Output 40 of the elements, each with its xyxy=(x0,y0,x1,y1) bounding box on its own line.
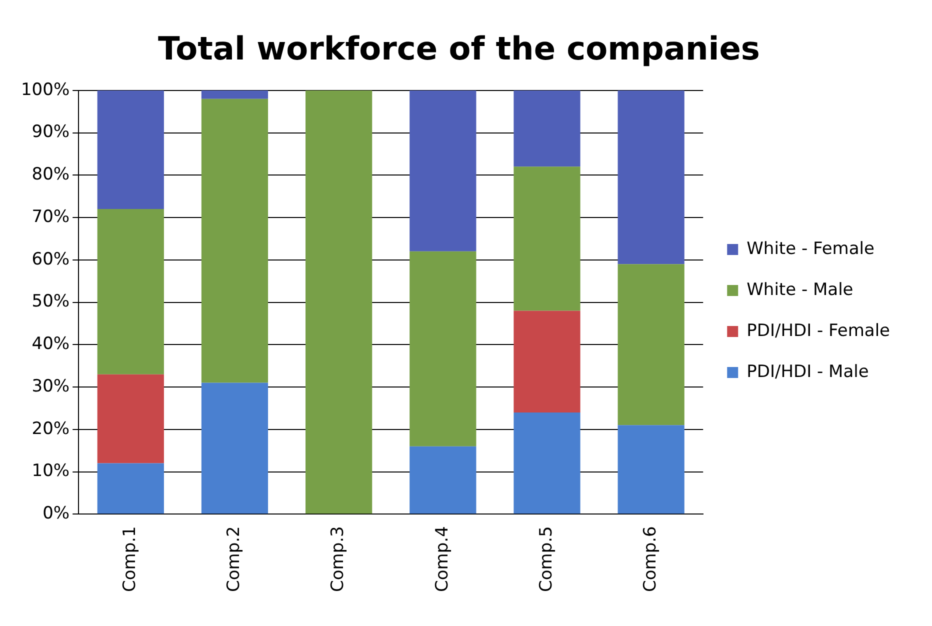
legend-label: White - Female xyxy=(746,238,874,259)
y-tick-label: 60% xyxy=(32,249,70,270)
x-tick-label: Comp.4 xyxy=(432,526,452,592)
bar xyxy=(97,374,164,464)
y-tick-label: 90% xyxy=(32,122,70,142)
x-tick-label: Comp.1 xyxy=(120,526,140,592)
bar xyxy=(618,425,684,514)
y-tick-label: 0% xyxy=(42,504,70,524)
x-tick-label: Comp.3 xyxy=(328,526,348,592)
bar xyxy=(410,251,476,446)
bar xyxy=(514,166,580,311)
bar xyxy=(410,446,476,514)
chart-title: Total workforce of the companies xyxy=(158,30,760,68)
y-tick-label: 30% xyxy=(32,376,70,396)
x-tick-label: Comp.6 xyxy=(640,526,660,592)
bar xyxy=(97,209,164,374)
y-tick-label: 70% xyxy=(32,206,70,227)
legend-label: PDI/HDI - Male xyxy=(746,362,869,382)
bar xyxy=(410,90,476,252)
legend-label: White - Male xyxy=(746,280,854,300)
y-tick-label: 80% xyxy=(32,164,70,185)
bar xyxy=(201,382,268,514)
bar xyxy=(306,90,372,514)
bar xyxy=(514,90,580,167)
y-tick-label: 100% xyxy=(20,80,70,100)
bar xyxy=(201,90,268,99)
x-tick-label: Comp.5 xyxy=(536,526,556,592)
bar xyxy=(618,90,684,264)
x-tick-label: Comp.2 xyxy=(224,526,244,592)
bar xyxy=(514,412,580,514)
legend-label: PDI/HDI - Female xyxy=(746,320,890,341)
bar xyxy=(514,310,580,412)
y-tick-label: 10% xyxy=(32,461,70,482)
bar xyxy=(97,463,164,514)
bar xyxy=(97,90,164,210)
y-tick-label: 20% xyxy=(32,418,70,439)
y-tick-label: 50% xyxy=(32,292,70,312)
y-tick-label: 40% xyxy=(32,334,70,354)
bar xyxy=(618,264,684,426)
bar xyxy=(201,98,268,383)
